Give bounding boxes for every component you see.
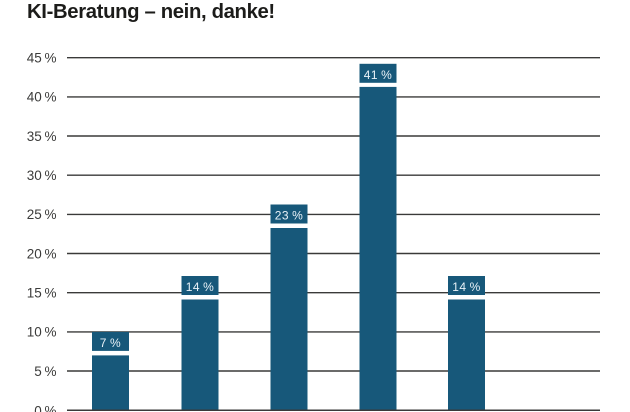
svg-text:40 %: 40 % bbox=[27, 90, 57, 105]
svg-text:5 %: 5 % bbox=[34, 364, 56, 379]
svg-text:14 %: 14 % bbox=[186, 280, 215, 294]
svg-text:10 %: 10 % bbox=[27, 325, 57, 340]
svg-text:0 %: 0 % bbox=[34, 404, 56, 412]
svg-text:25 %: 25 % bbox=[27, 207, 57, 222]
svg-text:23 %: 23 % bbox=[275, 209, 304, 223]
svg-text:45 %: 45 % bbox=[27, 51, 57, 66]
svg-text:30 %: 30 % bbox=[27, 168, 57, 183]
svg-text:15 %: 15 % bbox=[27, 286, 57, 301]
svg-text:35 %: 35 % bbox=[27, 129, 57, 144]
svg-text:7 %: 7 % bbox=[100, 336, 121, 350]
svg-text:14 %: 14 % bbox=[452, 280, 481, 294]
svg-text:20 %: 20 % bbox=[27, 246, 57, 261]
svg-text:41 %: 41 % bbox=[364, 68, 393, 82]
svg-text:KI-Beratung – nein, danke!: KI-Beratung – nein, danke! bbox=[27, 1, 275, 23]
